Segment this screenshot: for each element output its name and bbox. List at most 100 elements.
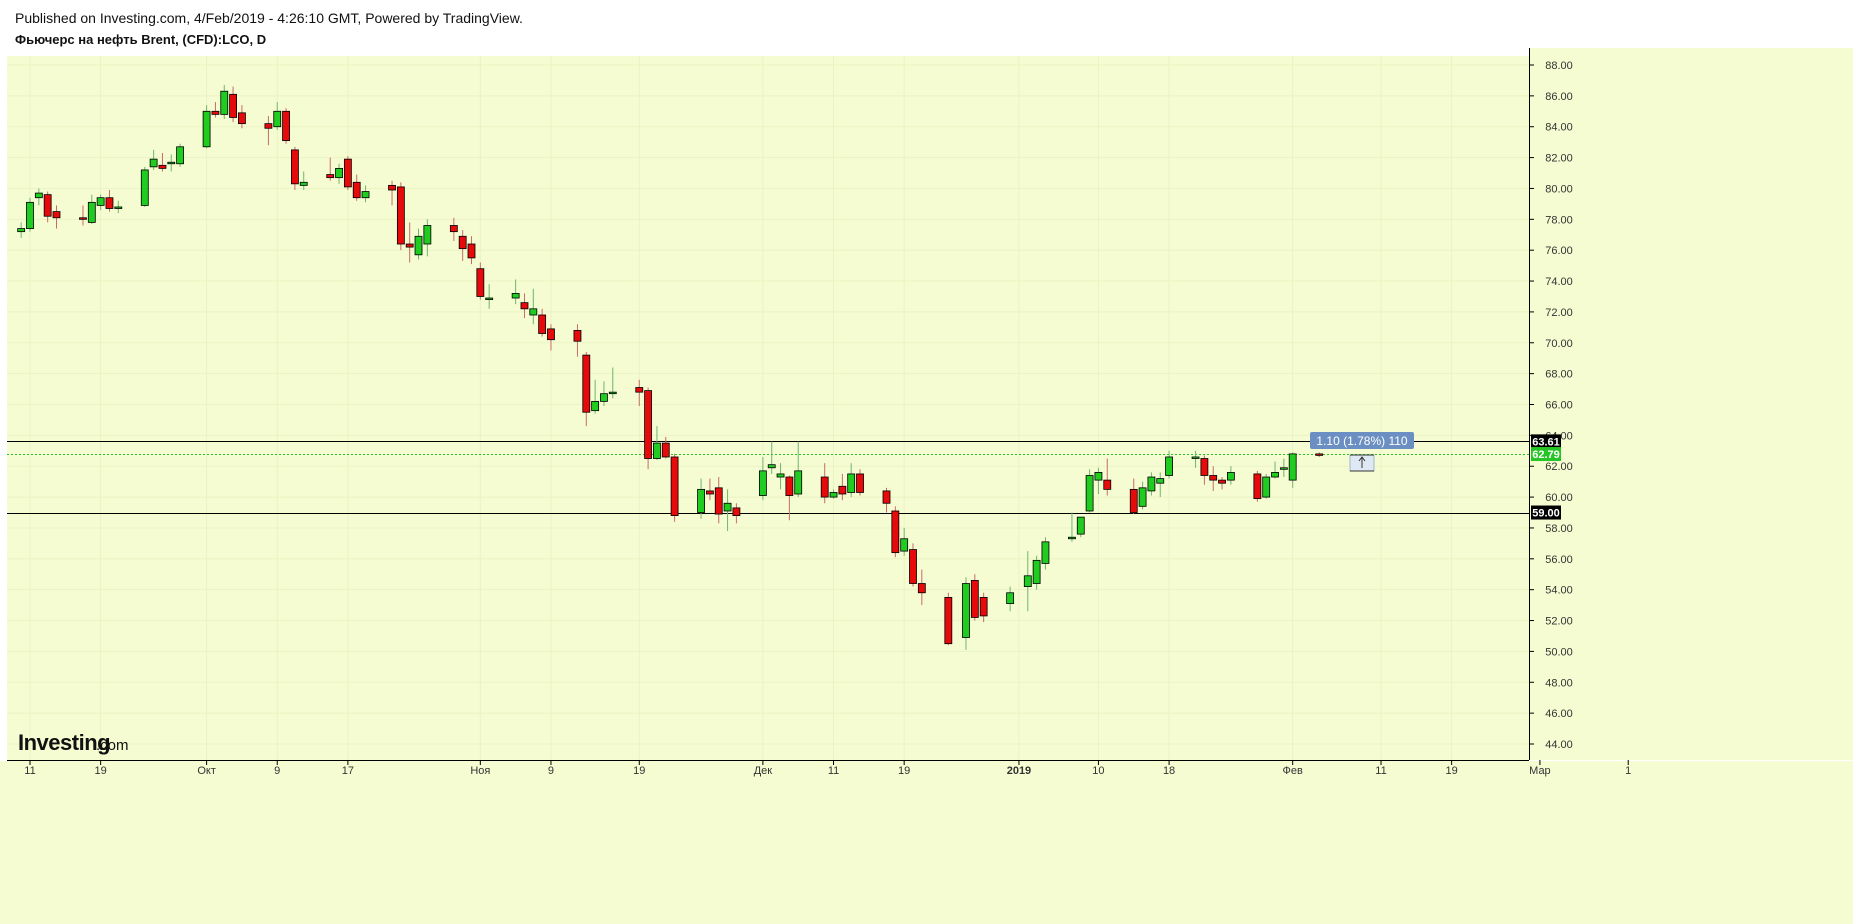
y-tick-label: 72.00 — [1545, 307, 1573, 319]
current-price-tag-text: 62.79 — [1532, 449, 1560, 461]
current-price-tag: 62.79 — [1531, 447, 1561, 462]
candle-body — [1288, 453, 1297, 481]
candle — [573, 324, 582, 357]
candle — [856, 469, 864, 496]
candle — [114, 200, 123, 214]
y-tick-label: 60.00 — [1545, 492, 1573, 504]
candle-body — [388, 184, 396, 191]
candle-body — [79, 217, 87, 220]
measure-box[interactable] — [1310, 432, 1414, 449]
candle — [529, 288, 538, 325]
y-tick-label: 70.00 — [1545, 338, 1573, 350]
candle — [697, 478, 705, 519]
candle — [1006, 586, 1015, 612]
candle — [900, 527, 909, 556]
candle-body — [361, 191, 370, 199]
candle — [326, 157, 335, 181]
candle — [34, 188, 43, 206]
candle-body — [653, 442, 661, 459]
candle-body — [635, 387, 644, 393]
y-tick-label: 54.00 — [1545, 585, 1573, 597]
logo-name: Investing — [18, 730, 110, 755]
candle — [405, 222, 414, 263]
candle — [909, 543, 917, 587]
candle — [917, 569, 926, 606]
candle-body — [1085, 475, 1094, 512]
candle-body — [87, 201, 96, 223]
candle-body — [264, 123, 273, 129]
candle-body — [202, 110, 211, 148]
candle — [485, 284, 494, 309]
candle — [1209, 466, 1218, 491]
candle-body — [670, 456, 679, 517]
candle — [511, 279, 520, 305]
y-tick-label: 66.00 — [1545, 400, 1573, 412]
x-tick-label: 9 — [274, 765, 280, 777]
candle — [1262, 473, 1271, 499]
x-axis-panel — [0, 761, 1853, 924]
price-tag: 63.61 — [1531, 434, 1561, 449]
price-tag-bg — [1531, 505, 1561, 520]
x-tick-label: 19 — [1446, 765, 1458, 777]
candle — [458, 230, 467, 261]
candle — [282, 108, 290, 144]
candle-body — [847, 473, 856, 493]
candle-body — [140, 169, 149, 206]
candle-body — [767, 464, 776, 469]
candle-body — [96, 197, 105, 206]
price-tag-text: 63.61 — [1532, 436, 1560, 448]
x-tick-label: 17 — [342, 765, 354, 777]
candle — [520, 293, 529, 319]
candle — [396, 182, 405, 251]
candle-body — [458, 235, 467, 250]
x-tick-label: Ноя — [470, 765, 490, 777]
logo-suffix: .com — [96, 737, 129, 754]
candle-body — [511, 292, 520, 299]
candle-body — [1006, 592, 1015, 604]
candle-body — [114, 206, 123, 209]
candle-body — [1041, 541, 1050, 564]
candle-body — [591, 401, 600, 412]
y-tick-label: 74.00 — [1545, 276, 1573, 288]
candle-body — [573, 330, 582, 342]
plot-area[interactable] — [7, 56, 1529, 760]
y-tick-label: 58.00 — [1545, 523, 1573, 535]
candle — [176, 143, 185, 167]
candle-body — [538, 314, 547, 334]
candle-body — [352, 181, 361, 199]
candle-body — [1068, 536, 1076, 540]
x-tick-label: Мар — [1529, 765, 1551, 777]
candle-body — [732, 507, 741, 517]
candle-body — [238, 112, 246, 125]
candle — [335, 163, 343, 184]
candle-body — [449, 225, 458, 233]
candle-body — [1023, 575, 1032, 587]
x-tick-label: 11 — [24, 765, 35, 777]
candle-body — [1191, 456, 1200, 459]
candle — [1076, 516, 1085, 538]
candle-body — [909, 549, 917, 584]
candles-layer — [17, 85, 1324, 650]
candle — [52, 205, 61, 229]
candle — [608, 367, 617, 399]
candle-body — [1094, 471, 1103, 481]
x-tick-label: 11 — [1375, 765, 1386, 777]
candle — [79, 205, 87, 226]
candle-body — [582, 354, 591, 413]
candle-body — [167, 161, 176, 165]
candle — [1253, 470, 1262, 502]
candle-body — [714, 487, 723, 515]
candle-body — [282, 110, 290, 142]
measure-tool[interactable]: 1.10 (1.78%) 110 — [1310, 432, 1414, 472]
candle — [1279, 458, 1288, 478]
y-tick-label: 82.00 — [1545, 153, 1573, 165]
candle — [962, 577, 970, 650]
candle-body — [970, 580, 979, 618]
candle — [723, 489, 732, 532]
candle-body — [891, 510, 900, 554]
x-tick-label: Фев — [1283, 765, 1303, 777]
candle-body — [1315, 453, 1324, 456]
candle-body — [785, 476, 794, 496]
current-price-tag-bg — [1531, 447, 1561, 462]
